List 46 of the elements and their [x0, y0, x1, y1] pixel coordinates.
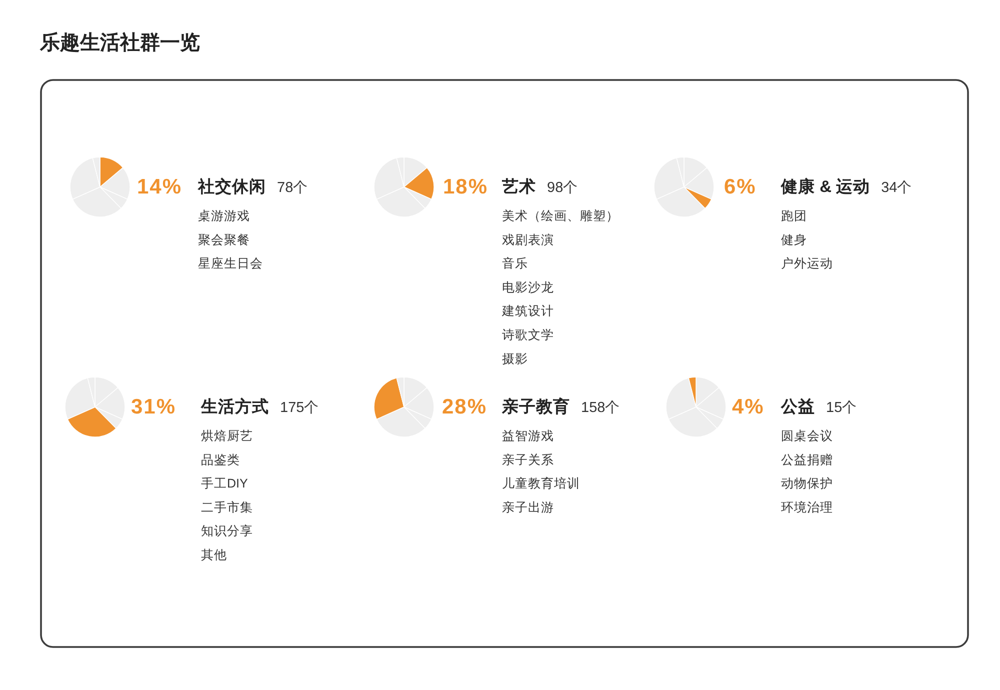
- text: 烘焙厨艺: [201, 429, 253, 443]
- text: 亲子出游: [502, 500, 554, 514]
- text: 桌游游戏: [198, 209, 250, 223]
- text: 健康 & 运动: [780, 177, 870, 196]
- text: 圆桌会议: [781, 429, 833, 443]
- text: 户外运动: [781, 256, 833, 271]
- text: 跑团: [781, 209, 807, 223]
- text: 音乐: [502, 256, 528, 271]
- text: 环境治理: [781, 499, 833, 514]
- text: 美术（绘画、雕塑）: [502, 208, 619, 223]
- text: 亲子关系: [502, 452, 554, 467]
- text: 社交休闲: [197, 177, 266, 196]
- text: 亲子教育: [501, 396, 570, 416]
- text: 生活方式: [200, 397, 269, 416]
- text: 14%: [137, 176, 182, 198]
- text: 28%: [442, 396, 488, 418]
- text: 其他: [201, 548, 227, 562]
- text: 品鉴类: [201, 452, 240, 467]
- text: 诗歌文学: [502, 328, 554, 342]
- text: 动物保护: [781, 476, 833, 491]
- text: 健身: [781, 232, 807, 247]
- text: 18%: [443, 176, 488, 198]
- text: 电影沙龙: [502, 280, 554, 294]
- text: 6%: [724, 176, 756, 198]
- text: 戏剧表演: [502, 232, 554, 247]
- text: 175个: [280, 399, 320, 416]
- text: 知识分享: [201, 523, 253, 538]
- text: 儿童教育培训: [502, 476, 580, 491]
- text: 公益捐赠: [781, 452, 833, 467]
- text: 益智游戏: [502, 429, 554, 443]
- text: 聚会聚餐: [198, 232, 250, 247]
- text: 星座生日会: [198, 256, 263, 271]
- text: 艺术: [501, 177, 536, 196]
- text: 31%: [131, 396, 176, 418]
- text: 34个: [881, 179, 912, 196]
- text: 15个: [826, 399, 858, 416]
- text: 78个: [277, 179, 308, 196]
- text: 建筑设计: [501, 304, 554, 318]
- text: 158个: [581, 399, 620, 416]
- text: 4%: [732, 396, 764, 418]
- text: 公益: [780, 397, 815, 416]
- text: 98个: [547, 179, 578, 196]
- chart-title: 乐趣生活社群一览: [39, 31, 200, 54]
- text: 摄影: [502, 352, 528, 366]
- text: 手工DIY: [201, 476, 248, 491]
- text: 二手市集: [201, 500, 253, 514]
